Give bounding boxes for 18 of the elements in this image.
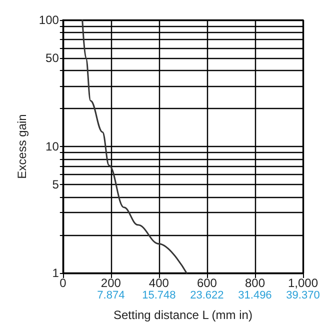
x-axis-title: Setting distance L (mm in)	[113, 308, 252, 322]
x-tick-label: 1,000	[288, 276, 318, 290]
y-axis-title: Excess gain	[15, 114, 29, 179]
y-tick-label: 1	[52, 266, 60, 280]
x2-tick-label: 39.370	[286, 290, 320, 302]
y-tick-label: 50	[46, 51, 60, 66]
y-tick-label: 10	[46, 140, 60, 154]
x2-tick-label: 15.748	[142, 290, 176, 302]
x-tick-label: 600	[196, 276, 218, 290]
x2-tick-label: 7.874	[97, 290, 125, 302]
y-tick-label: 100	[38, 13, 60, 27]
x-tick-label: 800	[244, 276, 266, 290]
x-tick-label: 400	[148, 276, 170, 290]
y-tick-label: 5	[52, 178, 60, 192]
x-tick-label: 200	[100, 276, 122, 290]
x2-tick-label: 31.496	[238, 290, 272, 302]
x2-tick-label: 23.622	[190, 290, 224, 302]
x-tick-label: 0	[60, 276, 67, 290]
